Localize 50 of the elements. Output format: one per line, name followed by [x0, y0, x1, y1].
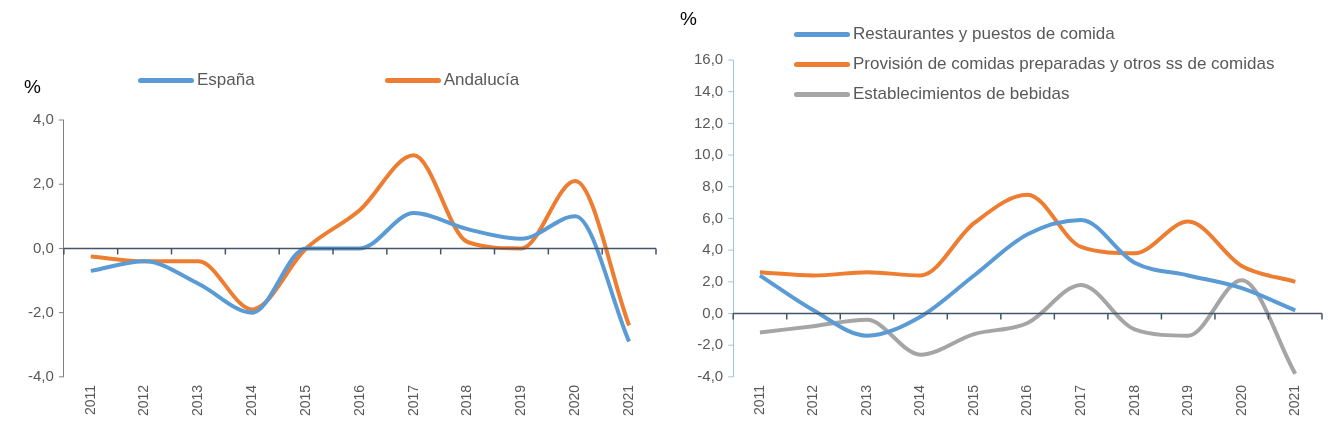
y-tick-label: -4,0: [27, 367, 54, 384]
x-tick-label: 2011: [81, 384, 98, 415]
y-tick-label: 0,0: [32, 238, 54, 256]
legend-label: Provisión de comidas preparadas y otros ss de comidas: [853, 54, 1275, 74]
y-tick-label: 8,0: [702, 176, 724, 194]
legend-label: España: [197, 70, 255, 90]
y-axis-title: %: [680, 8, 697, 30]
line-series: [88, 153, 632, 328]
x-tick-label: 2017: [1071, 384, 1088, 417]
x-tick-label: 2020: [1232, 384, 1249, 417]
x-tick-label: 2017: [404, 384, 421, 417]
x-tick-label: 2015: [296, 384, 313, 417]
x-tick-label: 2021: [619, 384, 636, 417]
y-tick-label: -4,0: [697, 367, 724, 384]
y-tick-label: 2,0: [702, 271, 724, 289]
line-series: [757, 192, 1298, 284]
x-tick-label: 2021: [1286, 384, 1303, 417]
y-tick-label: -2,0: [27, 302, 54, 320]
y-tick-label: 2,0: [32, 174, 54, 192]
y-tick-label: 10,0: [693, 145, 724, 163]
x-tick-label: 2013: [189, 384, 206, 417]
y-tick-label: 14,0: [693, 81, 724, 99]
x-tick-label: 2015: [964, 384, 981, 417]
line-series: [757, 218, 1298, 338]
x-tick-label: 2014: [911, 384, 928, 417]
x-tick-label: 2014: [243, 384, 260, 417]
legend-label: Establecimientos de bebidas: [853, 84, 1070, 104]
x-tick-label: 2013: [857, 384, 874, 417]
legend-label: Andalucía: [443, 70, 520, 90]
y-tick-label: -2,0: [697, 335, 724, 353]
x-tick-label: 2016: [1018, 384, 1035, 417]
x-tick-label: 2019: [1179, 384, 1196, 417]
y-tick-label: 4,0: [702, 240, 724, 258]
y-tick-label: 6,0: [702, 208, 724, 226]
y-tick-label: 4,0: [32, 110, 54, 128]
x-tick-label: 2019: [512, 384, 529, 417]
x-tick-label: 2012: [804, 384, 821, 417]
y-tick-label: 12,0: [693, 113, 724, 131]
x-tick-label: 2012: [135, 384, 152, 417]
y-tick-label: 0,0: [702, 303, 724, 321]
y-tick-label: 16,0: [693, 50, 724, 68]
x-tick-label: 2020: [566, 384, 583, 417]
line-series: [88, 211, 632, 344]
line-series: [757, 278, 1298, 376]
x-tick-label: 2018: [458, 384, 475, 417]
x-tick-label: 2011: [750, 384, 767, 415]
x-tick-label: 2016: [350, 384, 367, 417]
legend-label: Restaurantes y puestos de comida: [853, 24, 1115, 44]
x-tick-label: 2018: [1125, 384, 1142, 417]
y-axis-title: %: [24, 76, 41, 98]
